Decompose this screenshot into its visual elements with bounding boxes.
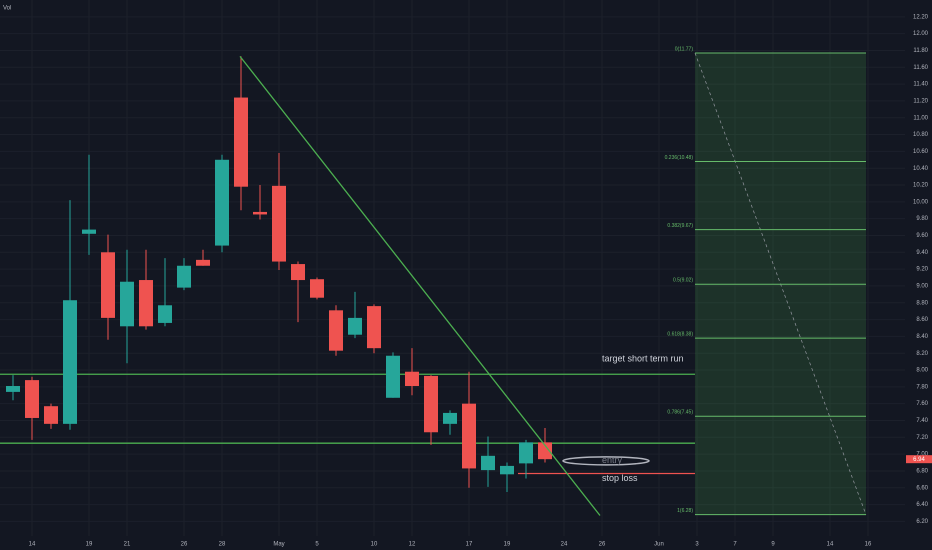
candle-body — [101, 252, 115, 318]
candle-body — [500, 465, 514, 475]
last-price-label: 6.94 — [913, 457, 925, 463]
x-tick-label: 19 — [86, 542, 93, 548]
fib-label: 0.236(10.48) — [665, 155, 694, 161]
candle-body — [215, 159, 229, 246]
y-tick-label: 11.80 — [913, 48, 928, 54]
y-tick-label: 10.00 — [913, 199, 929, 205]
y-tick-label: 7.60 — [916, 401, 928, 407]
candle-body — [348, 317, 362, 335]
y-tick-label: 6.60 — [916, 485, 928, 491]
candle-body — [424, 375, 438, 433]
x-tick-label: Jun — [654, 542, 664, 548]
last-price-badge — [906, 455, 932, 464]
x-tick-label: 14 — [827, 542, 834, 548]
candle-body — [462, 403, 476, 469]
candle-body — [329, 310, 343, 351]
fib-label: 0(11.77) — [675, 46, 694, 52]
candle-body — [6, 386, 20, 392]
y-tick-label: 6.80 — [916, 469, 928, 475]
y-tick-label: 9.20 — [916, 267, 928, 273]
y-tick-label: 9.80 — [916, 216, 928, 222]
x-tick-label: 24 — [561, 542, 568, 548]
candle-body — [44, 406, 58, 424]
y-tick-label: 8.60 — [916, 317, 928, 323]
x-tick-label: 16 — [865, 542, 872, 548]
candle-body — [405, 371, 419, 387]
x-tick-label: 12 — [409, 542, 416, 548]
y-tick-label: 10.60 — [913, 149, 929, 155]
y-tick-label: 11.00 — [913, 115, 928, 121]
y-tick-label: 12.00 — [913, 31, 929, 37]
x-tick-label: 5 — [315, 542, 319, 548]
candle-body — [443, 412, 457, 424]
entry-ellipse — [562, 456, 650, 466]
y-tick-label: 10.80 — [913, 132, 929, 138]
x-tick-label: 17 — [466, 542, 473, 548]
y-tick-label: 11.60 — [913, 65, 928, 71]
candle-body — [519, 442, 533, 464]
candle-body — [82, 229, 96, 234]
x-tick-label: 26 — [599, 542, 606, 548]
x-tick-label: 9 — [771, 542, 775, 548]
y-tick-label: 7.20 — [916, 435, 928, 441]
candle-body — [177, 265, 191, 288]
y-tick-label: 9.40 — [916, 250, 928, 256]
y-tick-label: 8.80 — [916, 300, 928, 306]
stop-loss-label: stop loss — [602, 473, 638, 483]
y-tick-label: 7.40 — [916, 418, 928, 424]
y-tick-label: 9.00 — [916, 284, 928, 290]
fib-label: 0.786(7.45) — [667, 410, 693, 416]
y-tick-label: 8.40 — [916, 334, 928, 340]
x-tick-label: 3 — [695, 542, 699, 548]
candle-body — [196, 259, 210, 266]
candle-body — [386, 355, 400, 398]
y-tick-label: 6.40 — [916, 502, 928, 508]
candle-body — [253, 211, 267, 215]
x-tick-label: 14 — [29, 542, 36, 548]
x-tick-label: 7 — [733, 542, 737, 548]
y-tick-label: 8.00 — [916, 368, 928, 374]
x-tick-label: 26 — [181, 542, 188, 548]
candle-body — [158, 305, 172, 323]
entry-label: entry — [602, 455, 623, 465]
trendline — [239, 55, 601, 516]
y-tick-label: 9.60 — [916, 233, 928, 239]
y-tick-label: 7.00 — [916, 452, 928, 458]
y-tick-label: 12.20 — [913, 14, 929, 20]
candle-body — [310, 279, 324, 298]
candle-body — [291, 264, 305, 281]
candle-body — [481, 455, 495, 471]
y-tick-label: 11.20 — [913, 98, 928, 104]
target-label: target short term run — [602, 354, 684, 364]
y-tick-label: 7.80 — [916, 384, 928, 390]
x-tick-label: May — [273, 542, 284, 548]
x-tick-label: 28 — [219, 542, 226, 548]
fib-label: 0.5(9.02) — [673, 278, 693, 284]
candle-body — [272, 185, 286, 262]
fib-label: 1(6.28) — [677, 508, 693, 514]
y-tick-label: 6.20 — [916, 519, 928, 525]
candle-body — [538, 442, 552, 460]
y-tick-label: 10.40 — [913, 166, 929, 172]
candle-body — [234, 97, 248, 187]
volume-label: Vol — [3, 6, 11, 12]
y-tick-label: 8.20 — [916, 351, 928, 357]
candle-body — [120, 281, 134, 327]
x-tick-label: 21 — [124, 542, 131, 548]
candle-body — [139, 280, 153, 327]
candle-body — [63, 300, 77, 424]
fib-label: 0.382(9.67) — [667, 223, 693, 229]
candle-body — [367, 306, 381, 349]
y-tick-label: 10.20 — [913, 183, 929, 189]
x-tick-label: 10 — [371, 542, 378, 548]
y-tick-label: 11.40 — [913, 82, 928, 88]
fib-label: 0.618(8.38) — [667, 331, 693, 337]
x-tick-label: 19 — [504, 542, 511, 548]
candle-body — [25, 380, 39, 418]
